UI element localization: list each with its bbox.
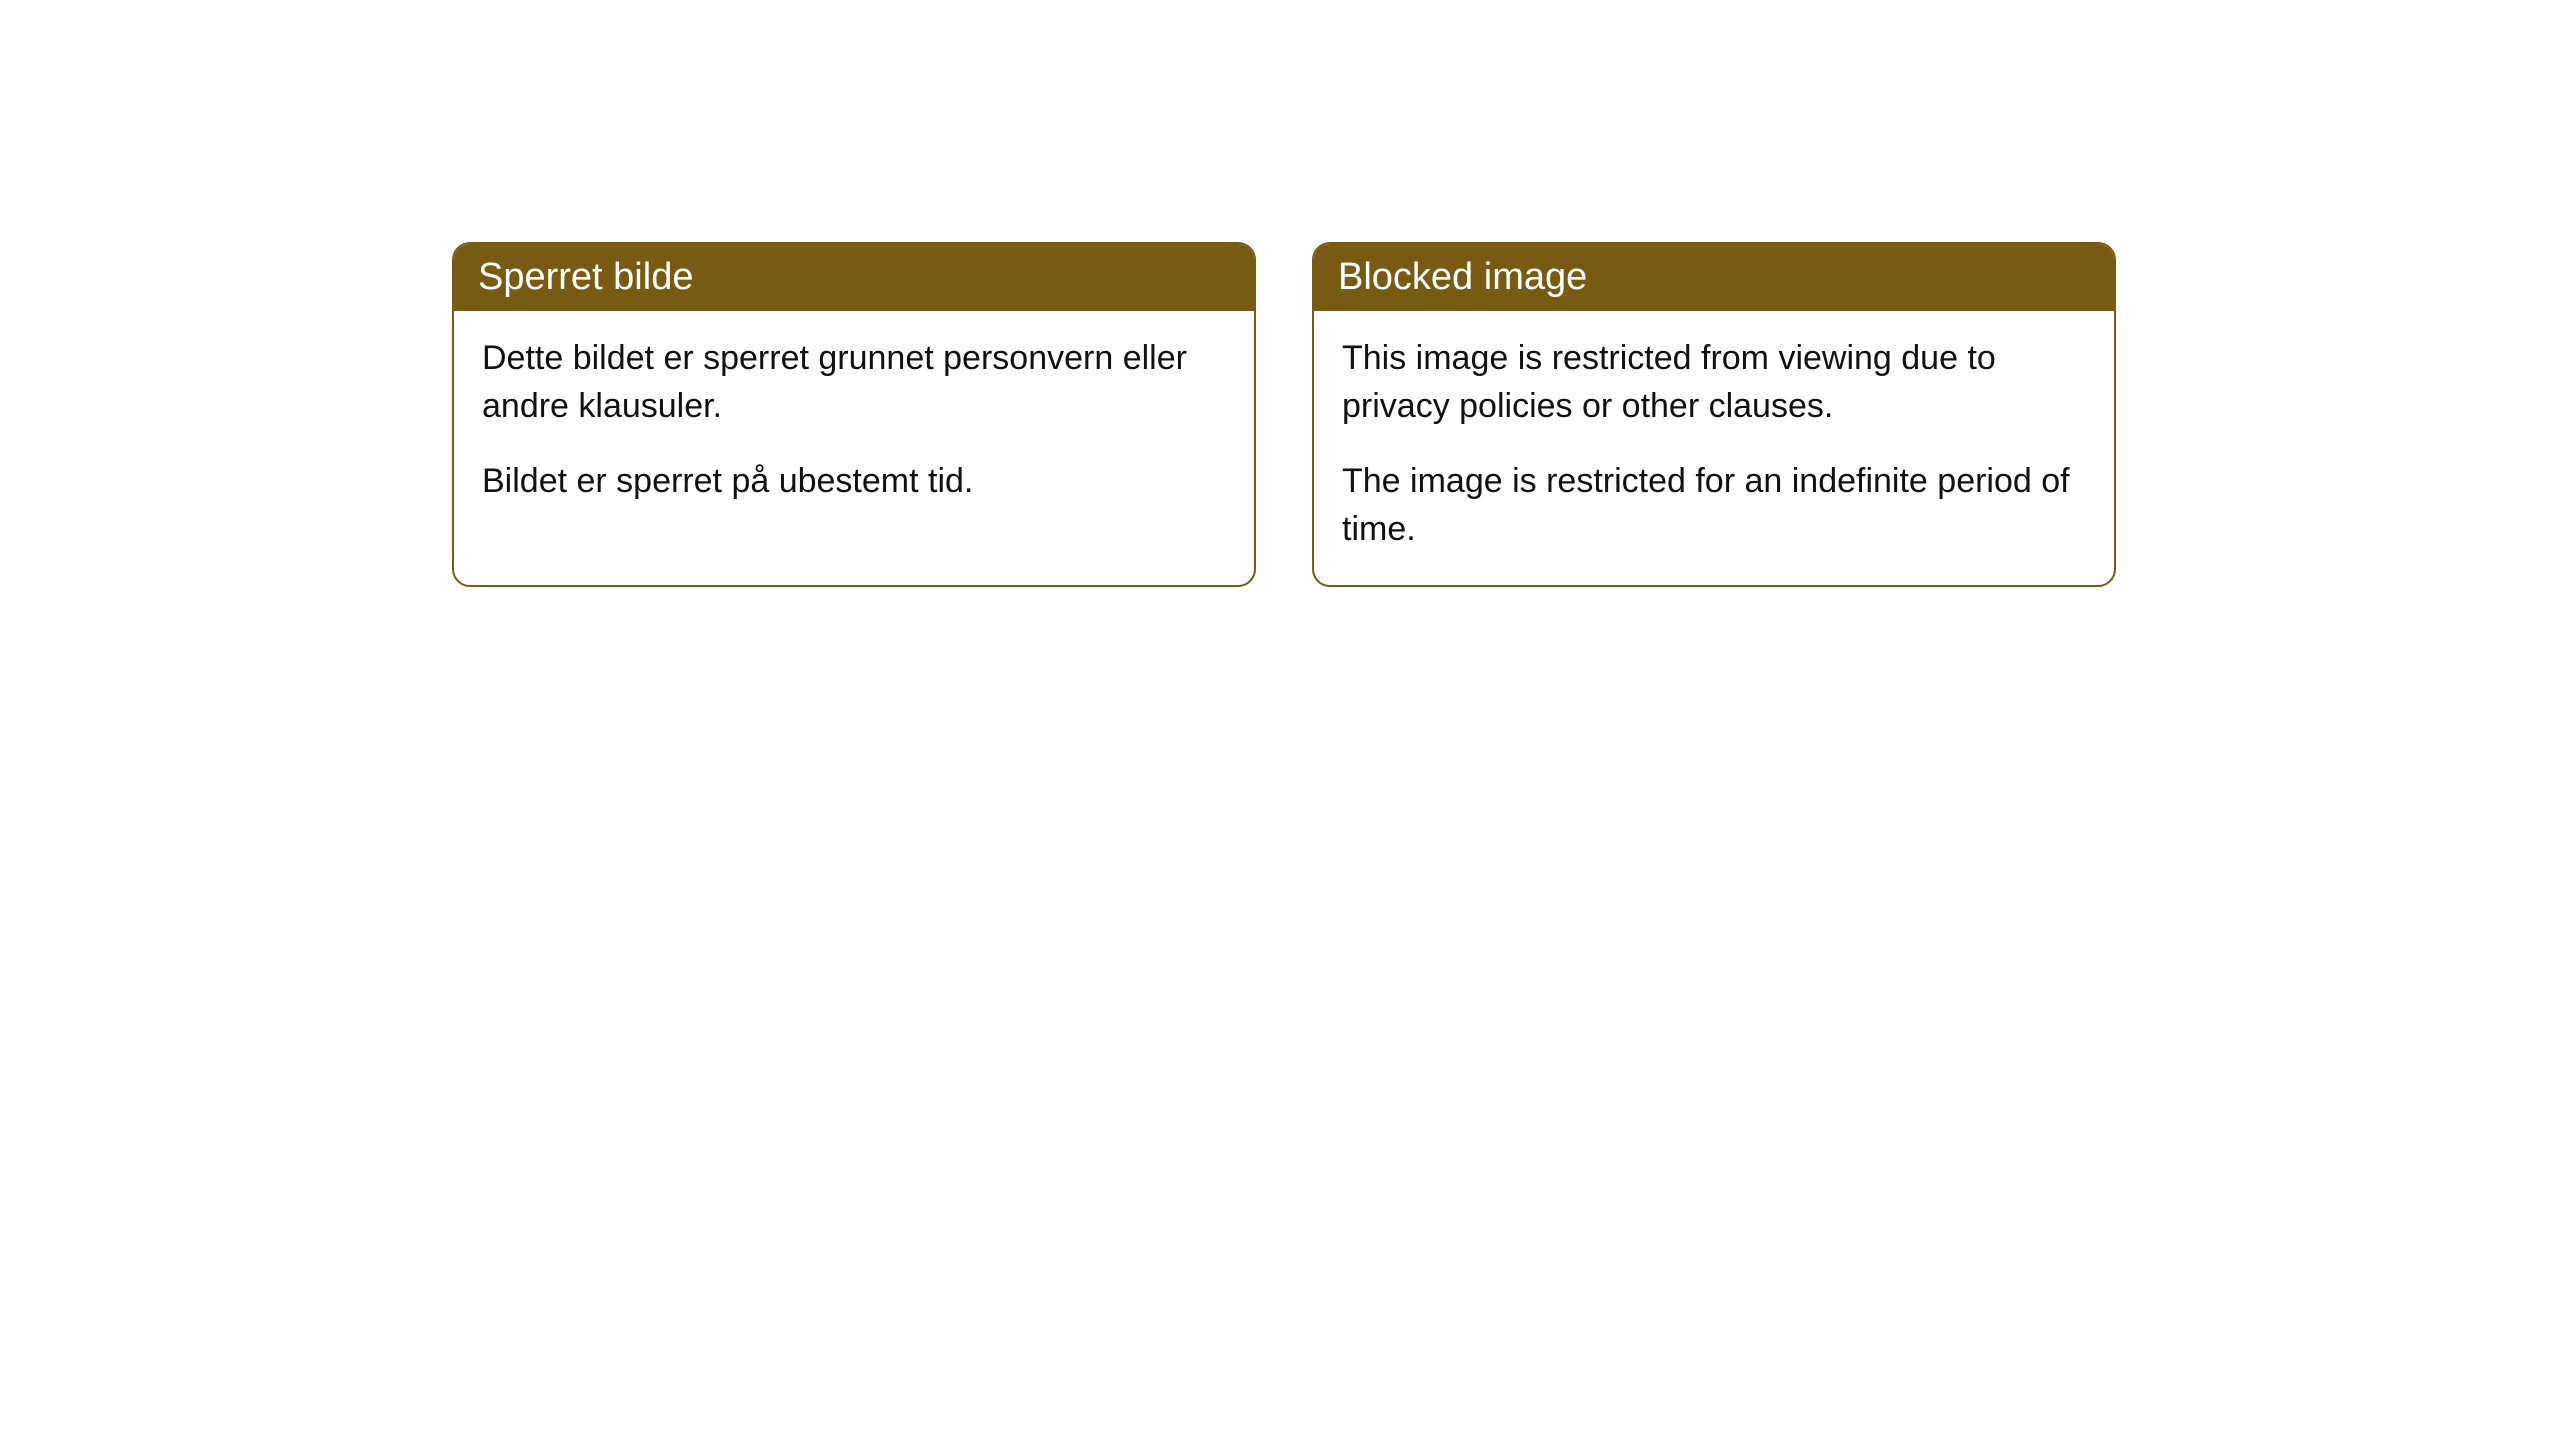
card-body-norwegian: Dette bildet er sperret grunnet personve…	[454, 311, 1254, 538]
card-paragraph-2-norwegian: Bildet er sperret på ubestemt tid.	[482, 458, 1226, 506]
blocked-image-card-norwegian: Sperret bilde Dette bildet er sperret gr…	[452, 242, 1256, 587]
card-title-english: Blocked image	[1338, 256, 1587, 298]
notice-cards-container: Sperret bilde Dette bildet er sperret gr…	[0, 0, 2560, 587]
card-paragraph-2-english: The image is restricted for an indefinit…	[1342, 458, 2086, 553]
card-body-english: This image is restricted from viewing du…	[1314, 311, 2114, 585]
card-header-english: Blocked image	[1314, 244, 2114, 311]
card-paragraph-1-norwegian: Dette bildet er sperret grunnet personve…	[482, 335, 1226, 430]
blocked-image-card-english: Blocked image This image is restricted f…	[1312, 242, 2116, 587]
card-paragraph-1-english: This image is restricted from viewing du…	[1342, 335, 2086, 430]
card-title-norwegian: Sperret bilde	[478, 256, 693, 298]
card-header-norwegian: Sperret bilde	[454, 244, 1254, 311]
